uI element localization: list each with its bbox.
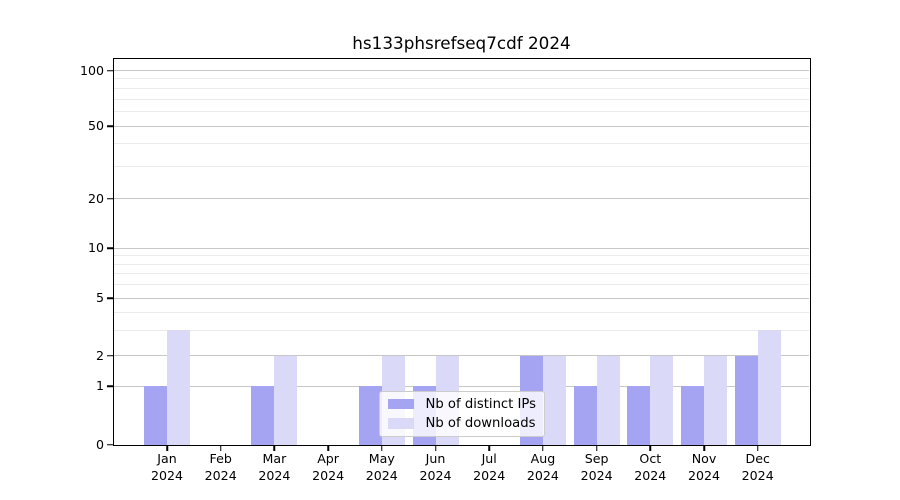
gridline-minor — [114, 143, 809, 145]
bar-distinct-ips — [627, 386, 651, 445]
x-tick-label: Jan 2024 — [150, 451, 184, 483]
bar-downloads — [704, 355, 727, 445]
legend-label-downloads: Nb of downloads — [425, 415, 536, 431]
legend-swatch-downloads — [387, 418, 414, 429]
bar-downloads — [596, 355, 620, 445]
x-tick-label: Feb 2024 — [204, 451, 237, 483]
bar-distinct-ips — [734, 355, 758, 445]
y-tick-label: 2 — [95, 347, 104, 363]
legend-item-distinct-ips: Nb of distinct IPs — [387, 395, 537, 413]
x-tick-mark — [434, 445, 437, 451]
y-tick-mark — [106, 354, 113, 357]
bar-distinct-ips — [573, 386, 597, 445]
x-tick-mark — [649, 445, 652, 451]
x-tick-mark — [166, 445, 168, 451]
bar-distinct-ips — [358, 386, 382, 445]
x-tick-mark — [219, 445, 222, 451]
y-tick-label: 50 — [87, 118, 104, 133]
y-tick-mark — [106, 69, 113, 72]
bar-downloads — [167, 330, 190, 445]
gridline-minor — [114, 87, 809, 89]
gridline-minor — [114, 110, 809, 112]
x-tick-label: Sep 2024 — [580, 451, 613, 483]
gridline-major — [114, 297, 809, 299]
x-tick-label: Oct 2024 — [634, 451, 667, 483]
gridline-minor — [114, 273, 809, 275]
x-tick-mark — [381, 445, 383, 451]
gridline-minor — [114, 78, 809, 80]
x-tick-mark — [756, 445, 759, 451]
gridline-major — [114, 125, 809, 127]
gridline-major — [114, 70, 809, 71]
gridline-minor — [114, 165, 809, 167]
bar-downloads — [650, 355, 674, 445]
x-tick-mark — [273, 445, 276, 451]
x-tick-label: Jun 2024 — [419, 451, 452, 483]
x-tick-label: Apr 2024 — [312, 451, 345, 483]
gridline-major — [114, 355, 809, 356]
gridline-minor — [114, 98, 809, 100]
y-tick-mark — [106, 385, 113, 387]
x-tick-label: Nov 2024 — [687, 451, 721, 483]
bar-downloads — [274, 355, 298, 445]
x-tick-mark — [327, 445, 329, 451]
x-tick-label: May 2024 — [365, 451, 398, 483]
legend-swatch-distinct-ips — [387, 398, 414, 410]
gridline-minor — [114, 255, 809, 257]
chart-title: hs133phsrefseq7cdf 2024 — [352, 33, 571, 53]
bar-distinct-ips — [681, 386, 704, 445]
gridline-minor — [114, 329, 809, 331]
gridline-major — [114, 385, 809, 387]
x-tick-label: Aug 2024 — [526, 451, 559, 483]
x-tick-label: Mar 2024 — [258, 451, 291, 483]
gridline-minor — [114, 284, 809, 286]
y-tick-mark — [106, 125, 113, 127]
legend-label-distinct-ips: Nb of distinct IPs — [425, 396, 537, 412]
legend: Nb of distinct IPs Nb of downloads — [378, 391, 545, 437]
y-tick-label: 5 — [95, 290, 104, 305]
x-tick-label: Jul 2024 — [473, 451, 506, 483]
y-tick-mark — [106, 297, 113, 299]
y-tick-label: 20 — [87, 190, 104, 206]
y-tick-mark — [106, 443, 113, 446]
bar-downloads — [542, 355, 566, 445]
y-tick-label: 100 — [79, 62, 104, 78]
bar-distinct-ips — [251, 386, 275, 445]
y-tick-mark — [106, 197, 113, 200]
gridline-minor — [114, 263, 809, 265]
y-tick-mark — [106, 247, 113, 249]
x-tick-mark — [488, 445, 490, 451]
x-tick-mark — [542, 445, 544, 451]
plot-area — [114, 59, 809, 445]
bar-downloads — [757, 330, 781, 445]
legend-item-downloads: Nb of downloads — [387, 414, 536, 432]
gridline-minor — [114, 311, 809, 313]
y-tick-label: 10 — [87, 240, 104, 255]
x-tick-label: Dec 2024 — [741, 451, 774, 483]
x-tick-mark — [703, 445, 705, 451]
x-tick-mark — [595, 445, 598, 451]
y-tick-label: 1 — [95, 378, 104, 393]
gridline-major — [114, 198, 809, 199]
bar-distinct-ips — [144, 386, 167, 445]
gridline-major — [114, 247, 809, 249]
y-tick-label: 0 — [95, 436, 104, 452]
